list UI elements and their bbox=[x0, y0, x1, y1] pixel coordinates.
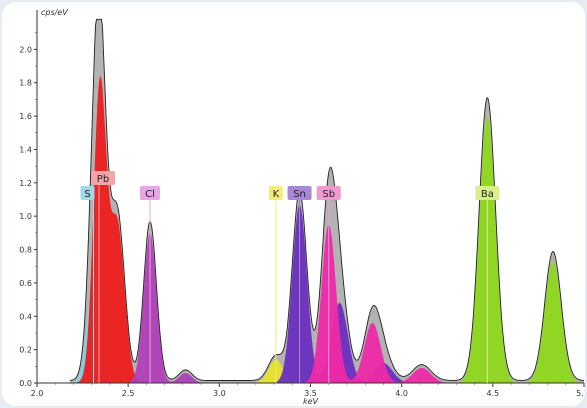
x-axis-label: keV bbox=[303, 397, 319, 406]
element-label-k: K bbox=[273, 189, 280, 200]
x-tick-label: 3.0 bbox=[213, 389, 226, 398]
element-tag-s bbox=[80, 186, 95, 200]
y-tick-label: 1.2 bbox=[19, 179, 32, 188]
element-tag-cl bbox=[140, 186, 161, 200]
y-tick-label: 1.8 bbox=[19, 79, 32, 88]
element-label-s: S bbox=[84, 189, 90, 200]
element-label-sn: Sn bbox=[293, 189, 306, 200]
y-tick-label: 0.6 bbox=[19, 279, 32, 288]
spectrum-envelope bbox=[69, 19, 585, 384]
element-label-pb: Pb bbox=[97, 174, 109, 185]
y-tick-label: 1.0 bbox=[19, 212, 32, 221]
y-tick-label: 1.6 bbox=[19, 112, 32, 121]
element-tag-k bbox=[268, 186, 283, 200]
y-tick-label: 0.2 bbox=[19, 346, 32, 355]
element-label-cl: Cl bbox=[145, 189, 155, 200]
x-tick-label: 4.0 bbox=[395, 389, 408, 398]
y-tick-label: 0.8 bbox=[19, 246, 32, 255]
element-tag-pb bbox=[90, 171, 115, 185]
series-area-sb bbox=[69, 224, 585, 383]
series-area-ba bbox=[69, 116, 585, 383]
element-tag-sb bbox=[316, 186, 341, 200]
x-tick-label: 2.0 bbox=[31, 389, 44, 398]
y-axis-label: cps/eV bbox=[41, 8, 68, 17]
y-tick-label: 1.4 bbox=[19, 145, 32, 154]
x-tick-label: 5. bbox=[576, 389, 584, 398]
y-tick-label: 0.4 bbox=[19, 312, 32, 321]
element-tag-sn bbox=[287, 186, 312, 200]
series-area-pb bbox=[69, 75, 585, 384]
y-tick-label: 0.0 bbox=[19, 379, 32, 388]
x-tick-label: 4.5 bbox=[486, 389, 499, 398]
element-label-ba: Ba bbox=[481, 189, 494, 200]
x-tick-label: 3.5 bbox=[304, 389, 317, 398]
x-tick-label: 2.5 bbox=[122, 389, 135, 398]
element-label-sb: Sb bbox=[322, 189, 335, 200]
y-tick-label: 2.0 bbox=[19, 45, 32, 54]
element-tag-ba bbox=[475, 186, 500, 200]
